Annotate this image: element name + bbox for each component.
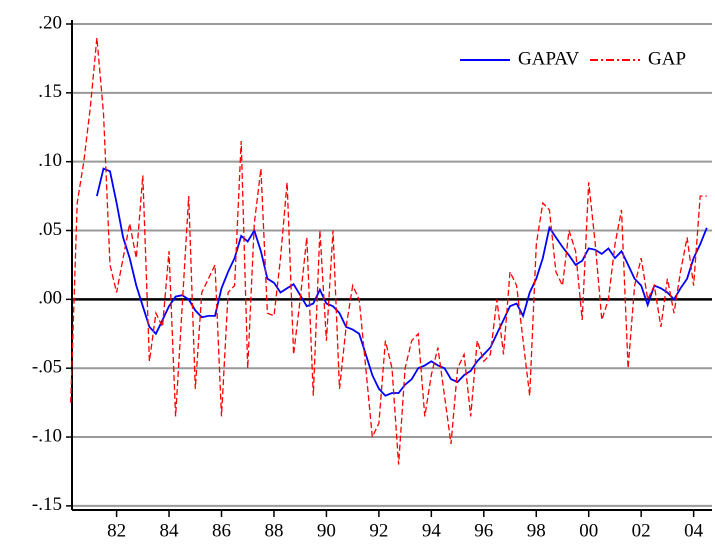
- y-tick-label: -.15: [32, 494, 62, 515]
- x-tick-label: 04: [684, 520, 704, 541]
- x-tick-label: 96: [474, 520, 493, 541]
- y-tick-label: .20: [38, 12, 62, 33]
- x-tick-label: 92: [369, 520, 388, 541]
- series-line: [70, 37, 707, 465]
- legend-label: GAP: [648, 48, 686, 69]
- x-tick-label: 82: [107, 520, 126, 541]
- legend-label: GAPAV: [518, 48, 580, 69]
- x-tick-label: 86: [212, 520, 231, 541]
- x-tick-label: 02: [632, 520, 651, 541]
- x-tick-label: 94: [422, 520, 442, 541]
- y-tick-label: -.10: [32, 425, 62, 446]
- x-tick-label: 98: [527, 520, 546, 541]
- y-tick-label: -.05: [32, 357, 62, 378]
- y-tick-label: .15: [38, 81, 62, 102]
- x-tick-label: 90: [317, 520, 336, 541]
- x-tick-label: 84: [160, 520, 180, 541]
- y-tick-label: .00: [38, 288, 62, 309]
- y-tick-label: .05: [38, 219, 62, 240]
- series-line: [96, 167, 708, 397]
- x-tick-label: 00: [579, 520, 598, 541]
- y-tick-label: .10: [38, 150, 62, 171]
- x-tick-label: 88: [264, 520, 283, 541]
